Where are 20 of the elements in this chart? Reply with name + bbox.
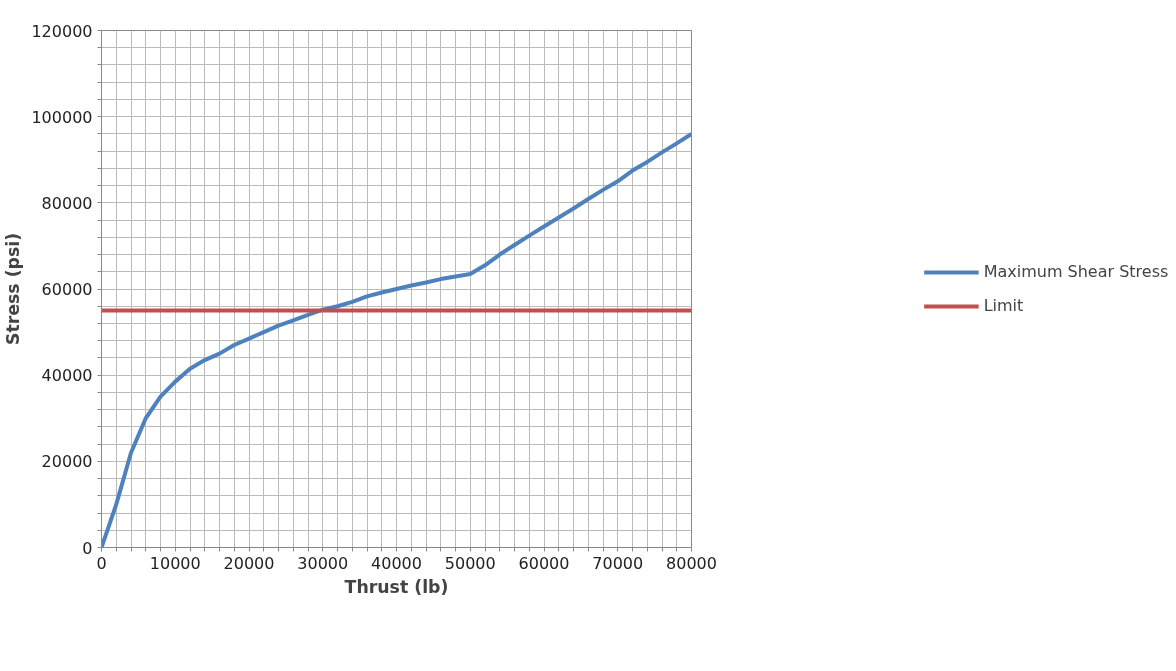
x-tick-label: 30000 (297, 553, 349, 573)
y-tick-label: 20000 (41, 452, 93, 472)
x-tick-label: 0 (96, 553, 107, 573)
x-tick-label: 50000 (444, 553, 496, 573)
legend-label: Limit (983, 296, 1024, 315)
legend-label: Maximum Shear Stress (983, 262, 1169, 281)
x-tick-label: 20000 (223, 553, 275, 573)
x-tick-label: 60000 (518, 553, 570, 573)
y-tick-label: 40000 (41, 366, 93, 386)
x-tick-label: 40000 (371, 553, 422, 573)
y-tick-label: 120000 (31, 21, 93, 41)
y-tick-label: 0 (82, 538, 93, 558)
x-tick-label: 10000 (149, 553, 201, 573)
y-tick-label: 60000 (41, 280, 93, 299)
y-axis-title: Stress (psi) (3, 232, 24, 346)
x-axis-title: Thrust (lb) (344, 576, 449, 597)
x-tick-label: 70000 (592, 553, 644, 573)
y-tick-label: 80000 (41, 193, 93, 213)
x-tick-label: 80000 (666, 553, 717, 573)
y-tick-label: 100000 (31, 107, 93, 127)
